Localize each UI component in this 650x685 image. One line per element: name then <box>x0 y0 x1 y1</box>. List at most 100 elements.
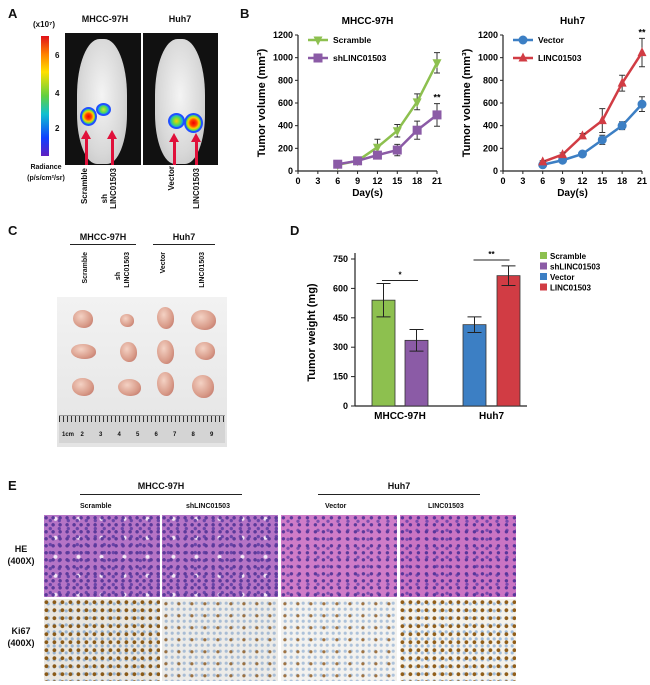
x-axis-label: Day(s) <box>352 188 383 199</box>
radiance-label: Radiance <box>30 164 62 171</box>
data-point <box>432 59 442 69</box>
y-tick-label: 450 <box>333 313 348 323</box>
legend-label: shLINC01503 <box>333 53 387 63</box>
data-point <box>353 156 363 166</box>
legend-label: Vector <box>550 273 574 282</box>
data-point <box>392 145 402 155</box>
group-title: MHCC-97H <box>80 481 242 495</box>
tumor-weight-chart: 0 150 300 450 600 750 Tumor weight (mg) Scrambl… <box>306 250 601 422</box>
bioluminescence-image-mhcc97h <box>65 33 141 165</box>
tumor-signal <box>96 103 111 116</box>
ruler-label: 6 <box>154 432 158 438</box>
legend-swatch <box>540 283 547 291</box>
column-label: LINC01503 <box>124 252 131 288</box>
arrow-icon <box>169 133 179 165</box>
y-tick-label: 600 <box>483 98 498 108</box>
column-label: shLINC01503 <box>186 503 230 510</box>
tumor-signal <box>168 113 185 129</box>
y-tick-label: 600 <box>278 98 293 108</box>
tumor-volume-chart-mhcc97h: MHCC-97H 0 200 400 600 800 1000 1200 0 3 6 9 12 15 18 2… <box>256 16 442 199</box>
data-point <box>597 115 607 125</box>
y-tick-label: 800 <box>483 75 498 85</box>
y-tick-label: 1200 <box>273 30 293 40</box>
column-label: Vector <box>325 503 347 510</box>
x-tick-label: 21 <box>432 176 442 186</box>
column-label: Scramble <box>80 503 112 510</box>
legend-label: LINC01503 <box>538 53 582 63</box>
ruler-label: 1cm <box>62 432 75 438</box>
data-point <box>637 99 647 109</box>
tumor-photo <box>57 297 227 447</box>
data-point <box>372 150 382 160</box>
data-point <box>392 127 402 137</box>
data-point <box>412 98 422 108</box>
y-tick-label: 0 <box>343 401 348 411</box>
y-tick-label: 150 <box>333 372 348 382</box>
ruler-label: 7 <box>173 432 177 438</box>
x-tick-label: 12 <box>577 176 587 186</box>
colorbar-tick: 6 <box>55 51 60 60</box>
y-tick-label: 1000 <box>478 53 498 63</box>
significance-marker: * <box>398 271 402 280</box>
category-label: MHCC-97H <box>374 411 426 422</box>
y-tick-label: 0 <box>493 166 498 176</box>
y-tick-label: 600 <box>333 283 348 293</box>
chart-title: Huh7 <box>560 16 585 27</box>
x-tick-label: 15 <box>392 176 402 186</box>
data-point <box>558 149 568 159</box>
data-point <box>313 36 323 46</box>
data-point <box>538 156 548 166</box>
y-tick-label: 400 <box>278 121 293 131</box>
he-image-vector <box>281 515 397 597</box>
legend-label: Scramble <box>550 252 587 261</box>
x-tick-label: 6 <box>540 176 545 186</box>
ruler-label: 5 <box>136 432 140 438</box>
data-point <box>412 125 422 135</box>
bioluminescence-image-huh7 <box>143 33 218 165</box>
data-point <box>372 143 382 153</box>
y-axis-label: Tumor volume (mm³) <box>461 48 473 157</box>
legend-swatch <box>540 252 547 259</box>
row-magnification: (400X) <box>7 556 35 566</box>
panel-label-d: D <box>290 223 300 238</box>
arrow-label: LINC01503 <box>109 168 118 209</box>
column-label: LINC01503 <box>428 503 464 510</box>
x-tick-label: 3 <box>315 176 320 186</box>
arrow-label: Scramble <box>80 168 89 205</box>
chart-title: MHCC-97H <box>342 16 394 27</box>
ruler <box>59 415 225 443</box>
arrow-label: sh <box>100 194 109 204</box>
tumor-volume-chart-huh7: Huh7 0 200 400 600 800 1000 1200 0 3 6 9 12 15 18 21 Day… <box>461 16 647 199</box>
x-tick-label: 18 <box>412 176 422 186</box>
ruler-label: 8 <box>191 432 195 438</box>
arrow-label: LINC01503 <box>192 168 201 209</box>
data-point <box>577 149 587 159</box>
y-axis-label: Tumor volume (mm³) <box>256 48 268 157</box>
significance-marker: ** <box>433 93 441 103</box>
significance-marker: ** <box>638 27 646 37</box>
legend-label: Vector <box>538 35 565 45</box>
ki67-image-linc01503 <box>400 599 516 681</box>
error-bar <box>501 265 516 286</box>
panel-label-c: C <box>8 223 18 238</box>
ki67-image-shlinc01503 <box>162 599 278 681</box>
x-tick-label: 12 <box>372 176 382 186</box>
ruler-label: 3 <box>99 432 103 438</box>
colorbar-tick: 2 <box>55 124 60 133</box>
he-image-linc01503 <box>400 515 516 597</box>
arrow-icon <box>191 133 201 165</box>
panel-label-e: E <box>8 478 17 493</box>
data-point <box>333 159 343 169</box>
column-label: LINC01503 <box>199 252 206 288</box>
ruler-label: 2 <box>80 432 84 438</box>
row-magnification: (400X) <box>7 638 35 648</box>
data-point <box>597 135 607 145</box>
legend-label: Scramble <box>333 35 372 45</box>
x-tick-label: 0 <box>295 176 300 186</box>
error-bar <box>376 283 391 318</box>
group-title: MHCC-97H <box>70 232 136 245</box>
arrow-label: Vector <box>167 166 176 191</box>
y-tick-label: 1200 <box>478 30 498 40</box>
ki67-image-scramble <box>44 599 160 681</box>
row-name: Ki67 <box>11 626 31 636</box>
